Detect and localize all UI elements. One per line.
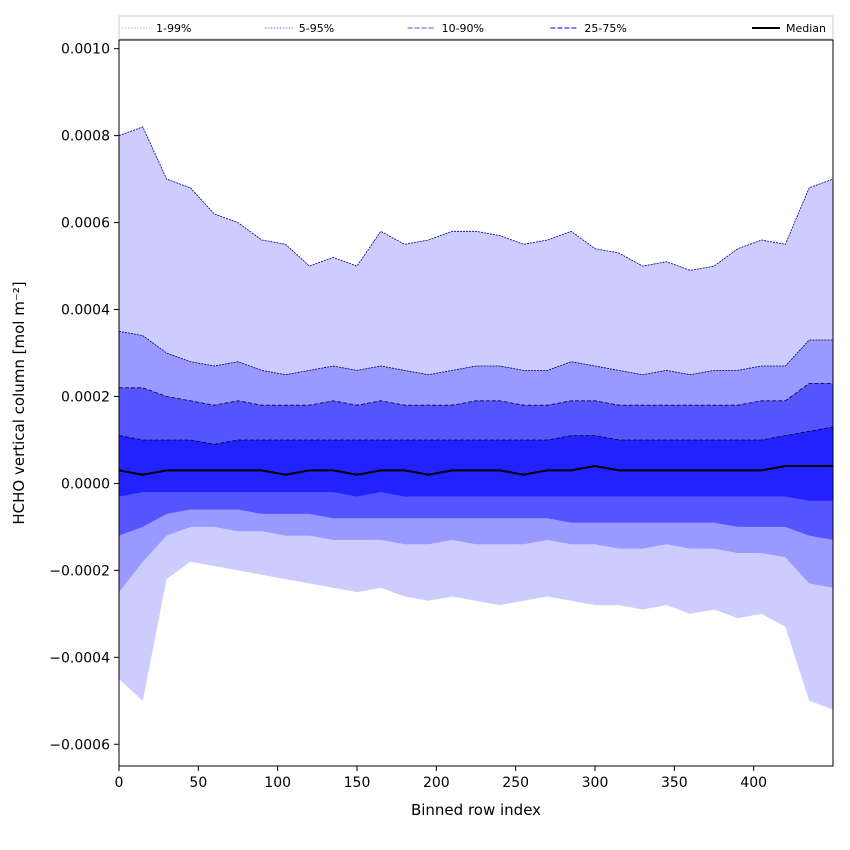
- legend-label: 5-95%: [299, 22, 334, 35]
- x-tick-label: 250: [502, 775, 529, 791]
- y-tick-label: 0.0006: [61, 216, 110, 232]
- band-upper-edge-1-99%: [118, 126, 834, 271]
- plot-frame: [118, 39, 834, 767]
- x-tick-label: 50: [189, 775, 207, 791]
- band-upper-edge-5-95%: [118, 330, 833, 376]
- legend-label: 25-75%: [584, 22, 626, 35]
- y-tick-label: 0.0002: [61, 389, 110, 405]
- x-axis-label: Binned row index: [411, 801, 541, 819]
- median-line: [118, 464, 833, 476]
- percentile-bands: [118, 126, 834, 710]
- y-tick-label: 0.0008: [61, 129, 110, 145]
- y-axis: −0.0006 −0.0004 −0.0002 0.0000 0.0002 0.0004 0…: [49, 42, 119, 753]
- x-tick-label: 100: [264, 775, 291, 791]
- y-tick-label: −0.0004: [49, 650, 110, 666]
- band-25-75%: [119, 426, 833, 501]
- y-tick-label: −0.0006: [49, 737, 110, 753]
- x-tick-label: 150: [344, 775, 371, 791]
- median-layer: [118, 464, 833, 476]
- legend: 1-99% 5-95% 10-90% 25-75% Median: [118, 15, 834, 40]
- x-tick-label: 0: [115, 775, 124, 791]
- y-axis-label: HCHO vertical column [mol m⁻²]: [10, 281, 28, 524]
- y-tick-label: 0.0000: [61, 476, 110, 492]
- x-tick-label: 200: [423, 775, 450, 791]
- y-tick-label: 0.0010: [61, 42, 110, 58]
- legend-label: Median: [786, 22, 826, 35]
- legend-label: 10-90%: [442, 22, 484, 35]
- legend-frame: [118, 15, 834, 40]
- x-tick-label: 400: [740, 775, 767, 791]
- band-upper-edge-10-90%: [119, 383, 833, 406]
- x-tick-label: 350: [661, 775, 688, 791]
- band-upper-edge-25-75%: [118, 426, 834, 445]
- x-axis: 0 50 100 150 200 250 300 350 400: [115, 766, 767, 791]
- y-tick-label: −0.0002: [49, 563, 110, 579]
- legend-label: 1-99%: [156, 22, 191, 35]
- x-tick-label: 300: [582, 775, 609, 791]
- y-tick-label: 0.0004: [61, 303, 110, 319]
